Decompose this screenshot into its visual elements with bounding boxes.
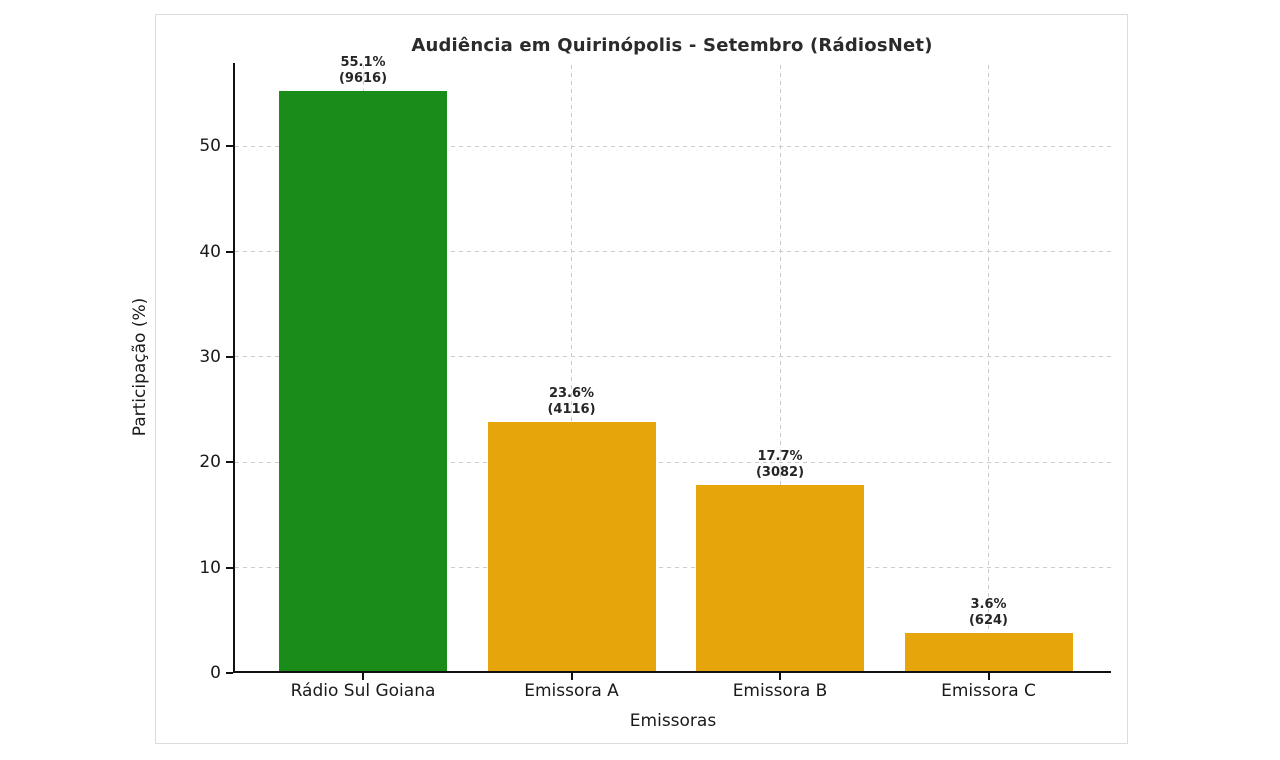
y-axis-label: Participação (%) [130, 297, 150, 437]
gridline-vertical [571, 65, 572, 671]
gridline-horizontal [235, 356, 1111, 358]
bar-value-label: 23.6% (4116) [547, 386, 596, 418]
x-tick-label: Emissora C [941, 681, 1036, 701]
gridline-vertical [779, 65, 781, 671]
plot-area: Participação (%) Emissoras 0 10 20 30 40 50 55… [130, 55, 1111, 731]
x-axis-tick [570, 673, 573, 680]
x-tick-label: Rádio Sul Goiana [290, 681, 436, 701]
bar-emissora-c [904, 633, 1073, 671]
bar-emissora-a [487, 422, 656, 671]
y-tick-label: 50 [199, 136, 221, 157]
bar-value-label: 3.6% (624) [968, 597, 1009, 629]
y-tick-label: 30 [199, 346, 221, 367]
gridline-horizontal [235, 251, 1111, 253]
y-axis-tick [226, 461, 233, 464]
x-tick-label: Emissora A [524, 681, 619, 701]
y-tick-label: 20 [199, 452, 221, 473]
gridline-horizontal [235, 461, 1111, 463]
bar-rádio-sul-goiana [279, 90, 447, 671]
figure-panel: Audiência em Quirinópolis - Setembro (Rá… [130, 14, 1128, 744]
y-tick-label: 0 [210, 663, 221, 683]
gridline-vertical [988, 65, 989, 671]
x-tick-label: Emissora B [732, 681, 828, 701]
y-axis-tick [226, 672, 233, 674]
x-axis-label: Emissoras [629, 711, 717, 731]
y-tick-label: 40 [199, 241, 221, 262]
y-axis-tick [226, 355, 233, 358]
y-axis-tick [226, 250, 233, 253]
x-axis-tick [987, 673, 990, 680]
bar-emissora-b [696, 484, 864, 671]
x-axis-tick [362, 673, 364, 680]
gridline-horizontal [235, 567, 1111, 569]
y-axis-tick [226, 145, 233, 148]
x-axis-tick [779, 673, 781, 680]
bar-value-label: 17.7% (3082) [755, 448, 805, 480]
y-axis-tick [226, 566, 233, 569]
y-tick-label: 10 [199, 557, 221, 578]
bar-value-label: 55.1% (9616) [338, 54, 388, 86]
gridline-horizontal [235, 145, 1111, 147]
chart-title: Audiência em Quirinópolis - Setembro (Rá… [411, 35, 933, 56]
